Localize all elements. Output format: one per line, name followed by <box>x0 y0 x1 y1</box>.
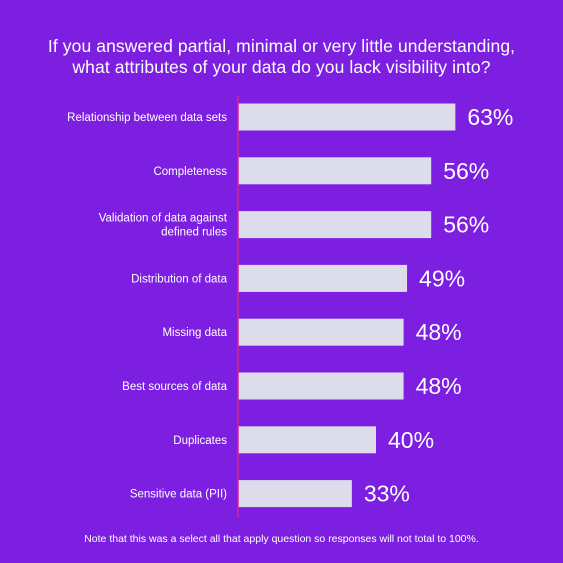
value-label-8: 33% <box>364 481 410 507</box>
category-label-6: Best sources of data <box>122 381 227 393</box>
bar-chart: 63% Relationship between data sets 56% Comp… <box>67 96 513 518</box>
category-label-2: Completeness <box>153 166 227 178</box>
bar-1 <box>238 103 456 131</box>
value-label-1: 63% <box>467 104 513 130</box>
value-label-6: 48% <box>416 373 462 399</box>
bar-8 <box>238 480 352 508</box>
bar-6 <box>238 372 404 400</box>
value-label-7: 40% <box>388 427 434 453</box>
category-label-7: Duplicates <box>173 435 227 447</box>
bar-5 <box>238 318 404 346</box>
bar-3 <box>238 211 432 239</box>
footnote: Note that this was a select all that app… <box>84 533 479 545</box>
bar-4 <box>238 264 408 292</box>
value-label-2: 56% <box>443 158 489 184</box>
value-label-4: 49% <box>419 265 465 291</box>
category-label-3: Validation of data against defined rules <box>99 213 228 239</box>
bar-7 <box>238 426 376 454</box>
value-label-5: 48% <box>416 319 462 345</box>
category-label-8: Sensitive data (PII) <box>130 489 227 501</box>
chart-title-line-1: If you answered partial, minimal or very… <box>47 36 516 56</box>
chart-title-line-2: what attributes of your data do you lack… <box>72 57 491 77</box>
bar-2 <box>238 157 432 185</box>
value-label-3: 56% <box>443 212 489 238</box>
category-label-5: Missing data <box>162 327 227 339</box>
chart-title: If you answered partial, minimal or very… <box>10 36 553 78</box>
category-label-4: Distribution of data <box>131 273 227 285</box>
category-label-1: Relationship between data sets <box>67 112 227 124</box>
